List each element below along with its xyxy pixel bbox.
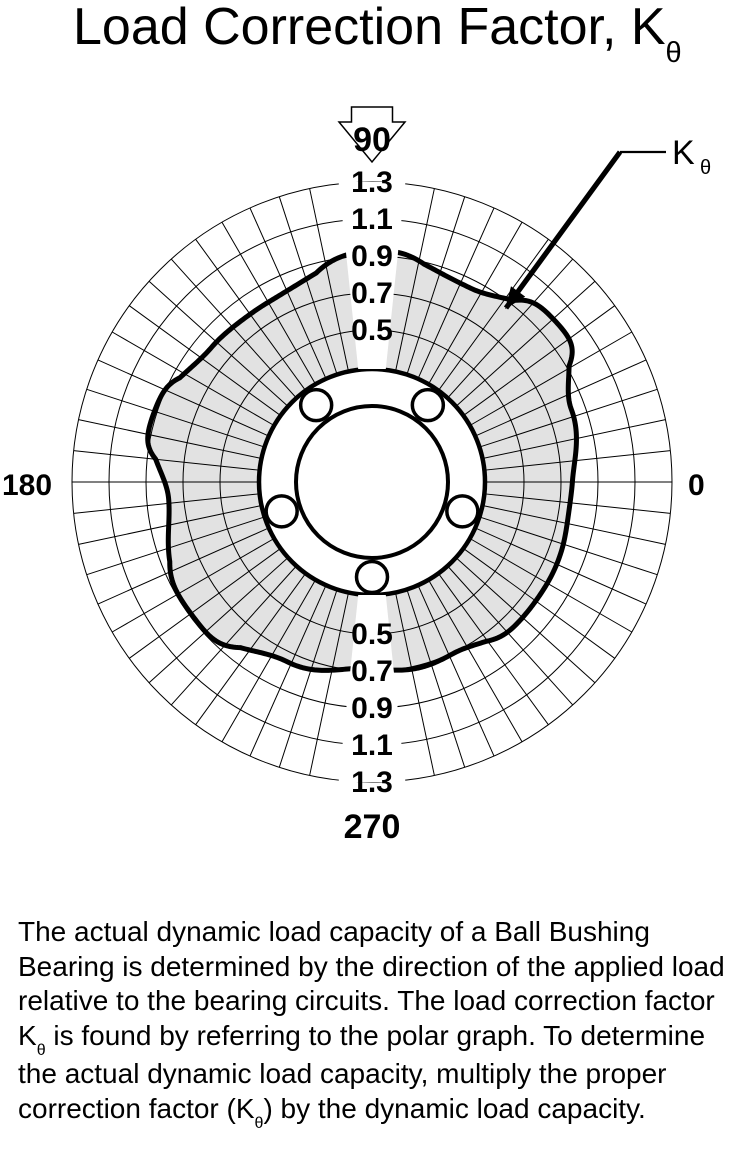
svg-text:1.1: 1.1 [351, 729, 393, 762]
svg-text:180: 180 [2, 469, 52, 502]
svg-text:1.3: 1.3 [351, 766, 393, 799]
svg-text:0.5: 0.5 [351, 618, 393, 651]
svg-text:0.9: 0.9 [351, 692, 393, 725]
svg-text:0.5: 0.5 [351, 314, 393, 347]
svg-text:0: 0 [688, 469, 705, 502]
svg-text:θ: θ [700, 157, 711, 179]
svg-text:0.7: 0.7 [351, 655, 393, 688]
svg-text:1.1: 1.1 [351, 203, 393, 236]
svg-text:K: K [672, 134, 695, 172]
svg-text:270: 270 [344, 808, 401, 846]
svg-text:90: 90 [353, 121, 391, 159]
svg-text:0.9: 0.9 [351, 240, 393, 273]
svg-text:1.3: 1.3 [351, 166, 393, 199]
svg-text:0.7: 0.7 [351, 277, 393, 310]
